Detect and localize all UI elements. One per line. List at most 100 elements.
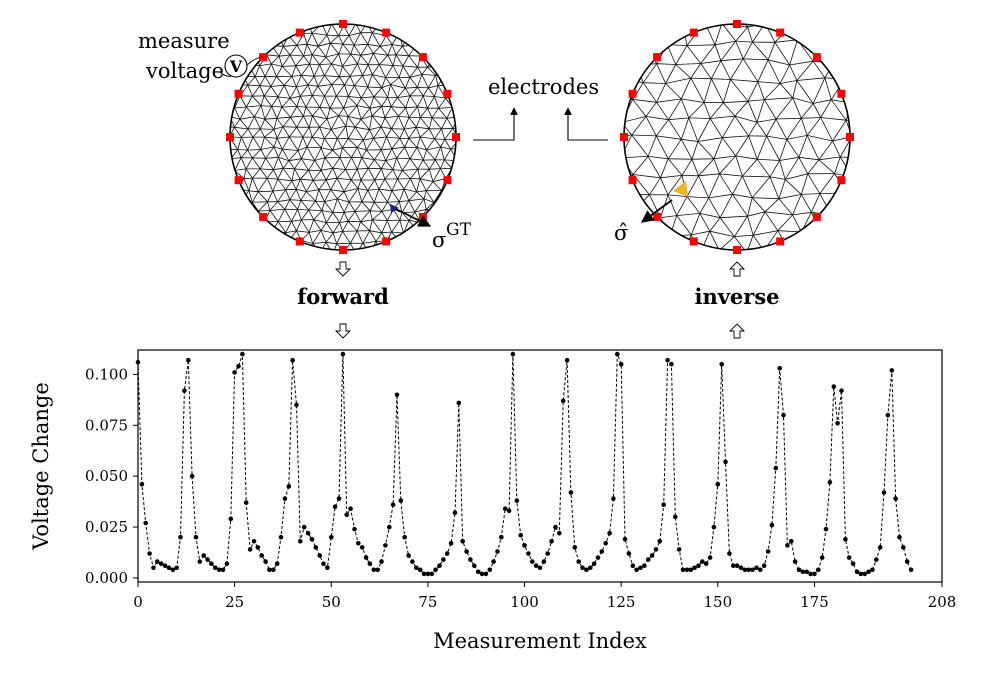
data-point: [738, 565, 744, 571]
data-point: [874, 557, 879, 562]
data-point: [580, 565, 585, 571]
data-point: [607, 530, 612, 536]
inverse-electrode: [628, 176, 637, 185]
data-point: [336, 496, 342, 501]
inverse-label: inverse: [694, 284, 779, 309]
data-point: [673, 514, 678, 520]
forward-electrodes: [226, 20, 460, 254]
data-point: [734, 563, 740, 568]
forward-electrode: [418, 212, 427, 221]
data-point: [777, 366, 782, 371]
chart-series: [135, 351, 914, 577]
data-point: [684, 567, 690, 573]
data-point: [189, 473, 195, 479]
sigma-gt-symbol: σ: [432, 228, 446, 252]
inverse-electrode: [653, 53, 662, 62]
data-point: [247, 547, 253, 552]
data-point: [893, 496, 898, 501]
data-point: [526, 551, 531, 556]
data-point: [243, 500, 249, 505]
forward-electrode: [295, 28, 304, 37]
inverse-electrode: [689, 28, 698, 37]
data-point: [487, 567, 493, 573]
data-point: [379, 559, 384, 564]
data-point: [348, 506, 353, 512]
data-point: [325, 565, 330, 571]
x-tick-label: 75: [418, 593, 437, 611]
forward-electrode: [339, 246, 347, 254]
voltmeter-symbol: V: [229, 57, 243, 76]
y-axis-title: Voltage Change: [29, 382, 53, 551]
data-point: [441, 557, 446, 562]
data-point: [653, 547, 659, 552]
data-point: [329, 534, 334, 540]
data-point: [615, 351, 620, 357]
data-point: [340, 351, 346, 357]
data-point: [719, 361, 724, 367]
data-point: [282, 496, 288, 501]
data-point: [885, 412, 891, 418]
data-point: [216, 567, 222, 573]
data-point: [862, 571, 867, 577]
sigma-gt-superscript: GT: [446, 220, 472, 240]
data-point: [769, 522, 775, 528]
data-point: [410, 559, 415, 564]
y-tick-label: 0.025: [85, 518, 128, 536]
forward-electrode: [382, 237, 391, 246]
forward-mesh-triangulation: [230, 24, 456, 250]
data-point: [197, 559, 203, 564]
voltmeter: measure voltage V: [138, 29, 265, 83]
data-point: [143, 520, 148, 526]
data-point: [877, 545, 883, 550]
y-tick-label: 0.000: [85, 569, 128, 587]
data-point: [452, 510, 458, 516]
data-point: [363, 555, 369, 560]
data-point: [692, 565, 697, 571]
data-point: [804, 569, 809, 575]
data-point: [193, 534, 199, 540]
inverse-arrow-top-icon: [728, 261, 746, 277]
data-point: [831, 384, 837, 389]
forward-flow: forward: [297, 261, 389, 339]
data-point: [568, 490, 574, 495]
data-point: [313, 545, 319, 550]
data-point: [622, 537, 628, 542]
data-point: [731, 563, 736, 568]
data-point: [359, 545, 365, 550]
data-point: [715, 482, 721, 487]
plot-frame: [137, 349, 943, 583]
data-point: [402, 534, 408, 540]
data-point: [510, 351, 516, 357]
data-point: [158, 561, 164, 566]
data-point: [808, 571, 813, 577]
data-point: [835, 421, 840, 426]
forward-electrode: [259, 212, 268, 221]
data-point: [390, 502, 396, 508]
data-point: [383, 543, 388, 548]
inverse-electrode: [776, 237, 785, 246]
data-point: [603, 541, 608, 546]
sigma-hat-symbol: σ̂: [614, 221, 628, 245]
data-point: [213, 565, 218, 571]
x-tick-label: 100: [510, 593, 539, 611]
data-point: [305, 530, 311, 536]
inverse-electrode: [733, 246, 741, 254]
data-point: [800, 569, 806, 575]
data-point: [166, 565, 172, 571]
data-point: [889, 368, 895, 373]
data-point: [433, 567, 438, 573]
y-tick-label: 0.050: [85, 467, 128, 485]
data-point: [155, 559, 160, 564]
data-point: [271, 567, 276, 573]
data-point: [170, 567, 176, 573]
data-point: [174, 565, 179, 571]
data-point: [908, 567, 914, 573]
data-point: [618, 361, 624, 367]
inverse-electrode: [812, 53, 821, 62]
data-point: [584, 567, 589, 573]
data-point: [479, 571, 485, 577]
inverse-mesh-triangulation: [624, 24, 850, 250]
data-point: [309, 537, 315, 542]
data-point: [560, 398, 566, 404]
